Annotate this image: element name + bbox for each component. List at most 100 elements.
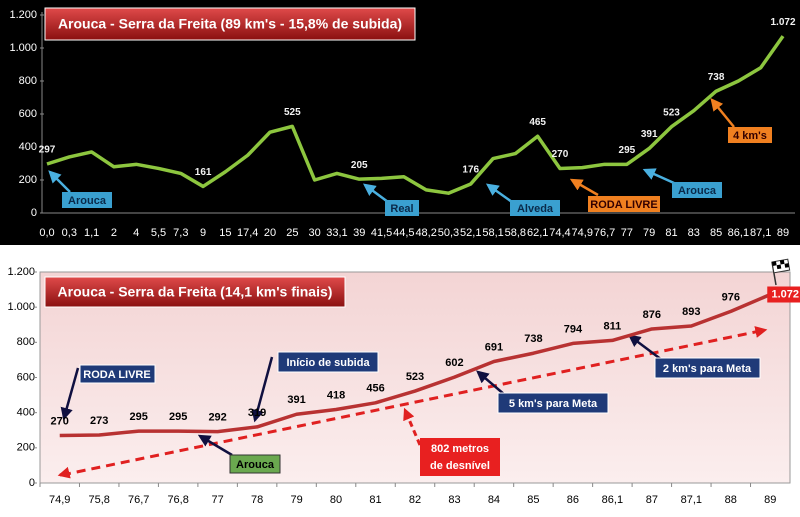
x-tick-label: 86: [567, 494, 579, 506]
x-tick-label: 78: [251, 494, 263, 506]
annotation-box: [728, 127, 772, 143]
x-tick-label: 33,1: [326, 227, 347, 239]
arrow: [569, 178, 599, 197]
annotation: Alveda: [517, 203, 554, 215]
annotation-box: [654, 357, 761, 379]
annotation: RODA LIVRE: [590, 199, 657, 211]
annotation: Início de subida: [286, 357, 370, 369]
x-tick-label: 84: [488, 494, 500, 506]
value-label: 1.072: [770, 17, 795, 28]
annotation-box: [497, 392, 609, 414]
arrow: [48, 170, 71, 193]
x-tick-label: 17,4: [237, 227, 258, 239]
arrow: [60, 367, 80, 421]
y-tick-label: 200: [19, 174, 37, 186]
annotation-box: [79, 364, 156, 384]
value-label: 893: [682, 306, 700, 318]
x-tick-label: 79: [643, 227, 655, 239]
arrow: [485, 183, 513, 204]
value-label: 523: [406, 371, 424, 383]
annotation: Arouca: [236, 459, 275, 471]
title-box: [44, 276, 346, 308]
value-label: 465: [529, 117, 546, 128]
x-tick-label: 75,8: [88, 494, 109, 506]
value-label: 691: [485, 341, 503, 353]
annotation: de desnível: [430, 460, 490, 472]
x-tick-label: 58,8: [505, 227, 526, 239]
chart-title: Arouca - Serra da Freita (14,1 km's fina…: [58, 284, 333, 300]
arrow: [362, 183, 389, 204]
annotation-box: [277, 351, 379, 373]
x-tick-label: 50,3: [438, 227, 459, 239]
value-label: 295: [169, 411, 187, 423]
x-tick-label: 82: [409, 494, 421, 506]
value-label-box: [767, 286, 800, 303]
value-label: 523: [663, 107, 680, 118]
arrow: [710, 98, 735, 128]
y-tick-label: 1.000: [7, 301, 35, 313]
value-label: 176: [462, 165, 479, 176]
x-tick-label: 58,1: [482, 227, 503, 239]
value-label: 295: [130, 411, 148, 423]
value-label: 418: [327, 389, 345, 401]
arrow: [476, 370, 506, 396]
value-label: 525: [284, 107, 301, 118]
x-tick-label: 62,1: [527, 227, 548, 239]
x-tick-label: 76,7: [594, 227, 615, 239]
x-tick-label: 77: [212, 494, 224, 506]
annotation-box: [672, 182, 722, 198]
x-tick-label: 81: [369, 494, 381, 506]
y-tick-label: 800: [19, 75, 37, 87]
annotation-box: [510, 200, 560, 216]
chart-title: Arouca - Serra da Freita (89 km's - 15,8…: [58, 16, 402, 32]
x-tick-label: 5,5: [151, 227, 166, 239]
x-tick-label: 89: [764, 494, 776, 506]
value-label: 811: [603, 320, 621, 332]
value-label: 295: [619, 145, 636, 156]
value-label: 273: [90, 415, 108, 427]
value-label: 391: [641, 129, 658, 140]
annotation-box: [62, 192, 112, 208]
x-tick-label: 0,3: [62, 227, 77, 239]
arrow: [642, 168, 675, 185]
x-tick-label: 7,3: [173, 227, 188, 239]
x-tick-label: 89: [777, 227, 789, 239]
x-tick-label: 86,1: [602, 494, 623, 506]
value-label: 161: [195, 167, 212, 178]
value-label: 602: [445, 357, 463, 369]
value-label: 205: [351, 160, 368, 171]
annotation-box: [229, 454, 281, 474]
x-tick-label: 86,1: [728, 227, 749, 239]
y-tick-label: 0: [31, 207, 37, 219]
x-tick-label: 74,9: [572, 227, 593, 239]
y-tick-label: 1.200: [9, 9, 37, 21]
value-label: 976: [722, 291, 740, 303]
arrow: [403, 407, 422, 446]
x-tick-label: 44,5: [393, 227, 414, 239]
finish-flag: [771, 258, 791, 286]
x-tick-label: 74,4: [549, 227, 570, 239]
x-tick-label: 77: [621, 227, 633, 239]
y-tick-label: 400: [17, 407, 35, 419]
value-label: 391: [287, 394, 305, 406]
x-tick-label: 80: [330, 494, 342, 506]
value-label: 738: [708, 72, 725, 83]
x-tick-label: 76,7: [128, 494, 149, 506]
y-tick-label: 400: [19, 141, 37, 153]
line: [46, 35, 785, 195]
annotation: 4 km's: [733, 130, 767, 142]
dashed-arrow-head: [57, 466, 71, 479]
x-tick-label: 9: [200, 227, 206, 239]
y-tick-label: 600: [19, 108, 37, 120]
x-tick-label: 48,2: [415, 227, 436, 239]
x-tick-label: 83: [688, 227, 700, 239]
x-tick-label: 52,1: [460, 227, 481, 239]
x-tick-label: 87,1: [750, 227, 771, 239]
x-tick-label: 15: [219, 227, 231, 239]
y-tick-label: 0: [29, 477, 35, 489]
y-tick-label: 200: [17, 442, 35, 454]
x-tick-label: 1,1: [84, 227, 99, 239]
x-tick-label: 2: [111, 227, 117, 239]
value-label: 876: [643, 309, 661, 321]
x-tick-label: 25: [286, 227, 298, 239]
